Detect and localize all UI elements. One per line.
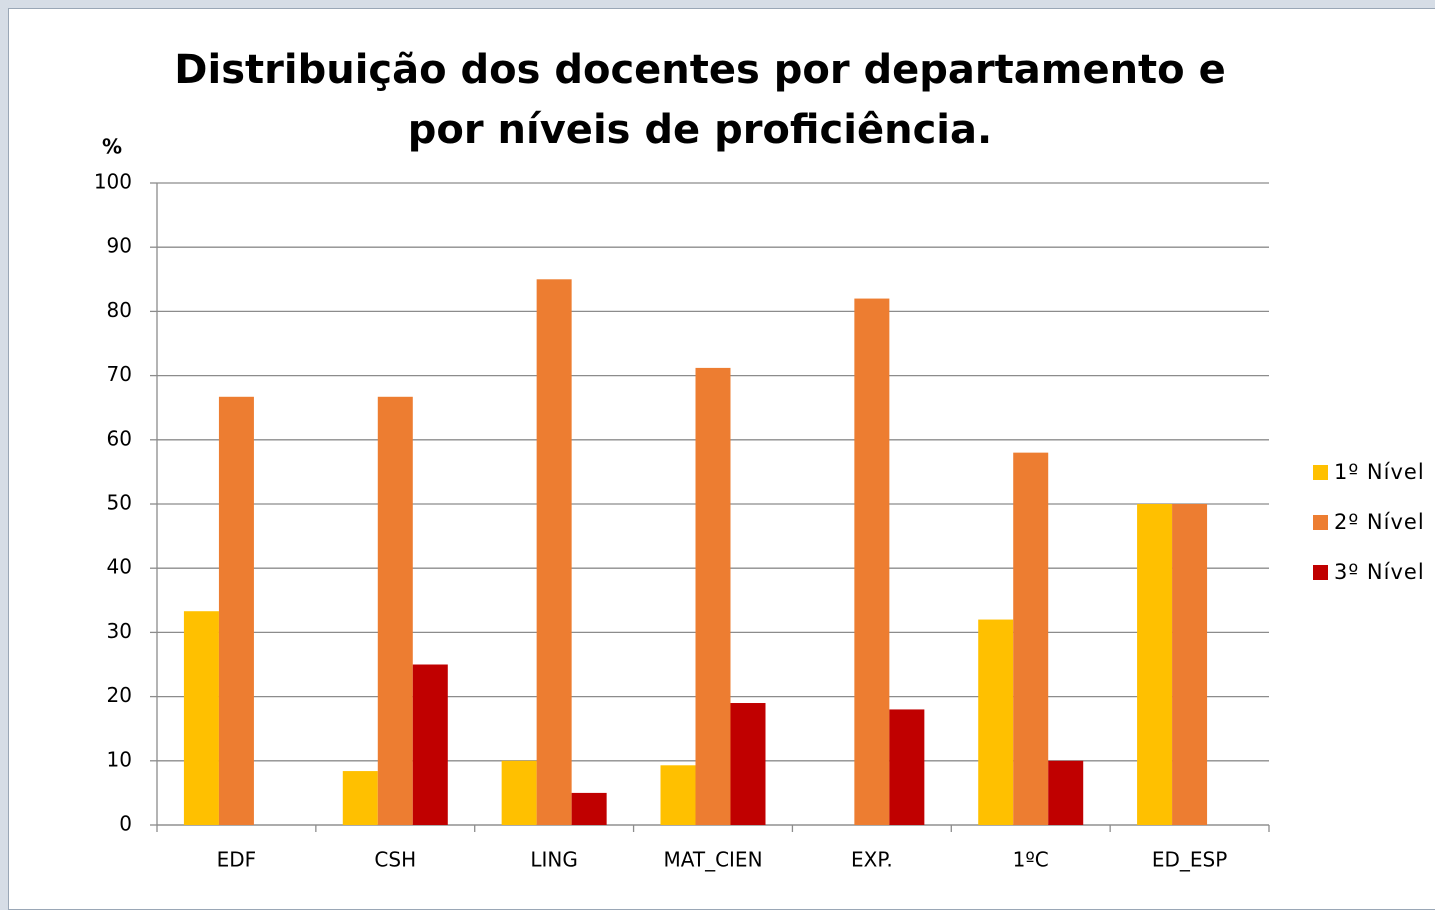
bar bbox=[1013, 452, 1049, 825]
x-tick-label: MAT_CIEN bbox=[663, 848, 762, 872]
x-tick-label: LING bbox=[530, 848, 578, 872]
x-tick-label: CSH bbox=[374, 848, 416, 872]
y-tick-label: 50 bbox=[107, 491, 132, 515]
bar bbox=[660, 765, 696, 825]
y-tick-label: 80 bbox=[107, 298, 132, 322]
bar bbox=[730, 703, 766, 825]
bar bbox=[1172, 504, 1208, 825]
bar bbox=[571, 792, 607, 825]
bar bbox=[695, 367, 731, 825]
y-tick-label: 100 bbox=[94, 170, 132, 194]
y-tick-label: 40 bbox=[107, 555, 132, 579]
bar bbox=[889, 709, 925, 825]
y-tick-label: 90 bbox=[107, 234, 132, 258]
bar bbox=[377, 396, 413, 825]
y-tick-label: 30 bbox=[107, 619, 132, 643]
legend-swatch bbox=[1313, 515, 1328, 530]
legend-label: 3º Nível bbox=[1334, 560, 1425, 584]
chart-title: Distribuição dos docentes por departamen… bbox=[174, 47, 1226, 153]
legend-label: 1º Nível bbox=[1334, 460, 1425, 484]
x-tick-label: EDF bbox=[217, 848, 257, 872]
chart: % 0 10 20 30 40 50 60 70 80 90 100 EDF CSH LING MAT_CI… bbox=[94, 135, 1425, 872]
x-tick-label: EXP. bbox=[851, 848, 893, 872]
bar bbox=[536, 279, 572, 825]
bar bbox=[342, 771, 378, 825]
bar bbox=[183, 611, 219, 825]
bar bbox=[501, 760, 537, 825]
y-tick-label: 60 bbox=[107, 426, 132, 450]
x-tick-label: ED_ESP bbox=[1152, 848, 1227, 872]
x-tick-label: 1ºC bbox=[1013, 848, 1049, 872]
bar bbox=[854, 298, 890, 825]
page: Distribuição dos docentes por departamen… bbox=[8, 8, 1435, 910]
y-tick-label: 10 bbox=[107, 747, 132, 771]
y-tick-label: 0 bbox=[119, 812, 132, 836]
y-axis-label: % bbox=[102, 135, 122, 159]
y-tick-label: 70 bbox=[107, 362, 132, 386]
y-tick-label: 20 bbox=[107, 683, 132, 707]
bar bbox=[1137, 504, 1173, 825]
bar bbox=[1048, 760, 1084, 825]
bar bbox=[218, 396, 254, 825]
legend-label: 2º Nível bbox=[1334, 510, 1425, 534]
legend-swatch bbox=[1313, 565, 1328, 580]
bar bbox=[978, 619, 1014, 825]
bar bbox=[412, 664, 448, 825]
legend-swatch bbox=[1313, 465, 1328, 480]
